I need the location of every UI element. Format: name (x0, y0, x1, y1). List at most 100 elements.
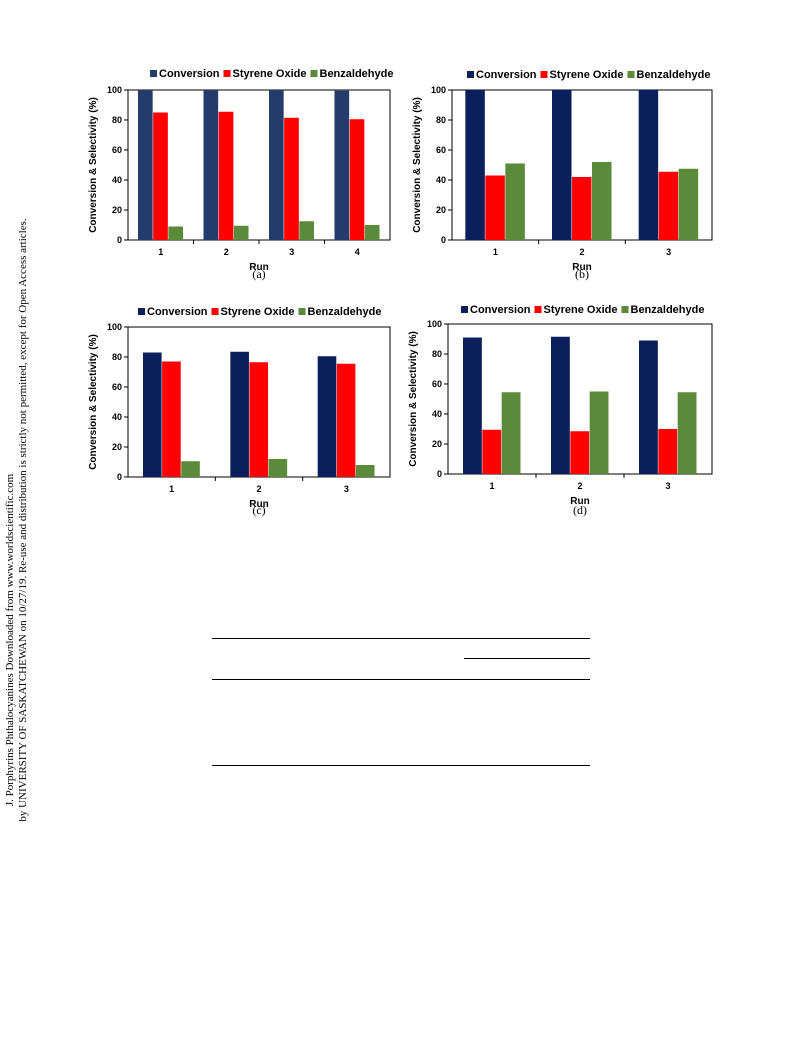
bar-benzaldehyde-run-3 (299, 221, 314, 240)
x-tick-label: 1 (169, 484, 174, 494)
bar-styrene-oxide-run-2 (570, 431, 590, 474)
y-tick-label: 40 (112, 175, 122, 185)
bar-conversion-run-2 (552, 90, 572, 240)
legend-swatch-conversion (467, 71, 474, 78)
y-tick-label: 20 (432, 439, 442, 449)
x-tick-label: 3 (666, 247, 671, 257)
y-tick-label: 80 (112, 115, 122, 125)
bar-styrene-oxide-run-1 (485, 175, 505, 240)
bar-benzaldehyde-run-2 (268, 459, 288, 477)
bar-styrene-oxide-run-3 (284, 117, 299, 240)
y-tick-label: 20 (436, 205, 446, 215)
y-tick-label: 40 (112, 412, 122, 422)
x-tick-label: 2 (256, 484, 261, 494)
bar-conversion-run-2 (230, 351, 249, 477)
bar-conversion-run-3 (638, 90, 659, 240)
bar-benzaldehyde-run-4 (364, 225, 380, 240)
bar-conversion-run-3 (317, 356, 337, 477)
legend-swatch-styrene-oxide (223, 70, 231, 77)
y-tick-label: 0 (437, 469, 442, 479)
bar-benzaldehyde-run-3 (677, 392, 697, 474)
y-tick-label: 100 (431, 85, 446, 95)
y-axis-label: Conversion & Selectivity (%) (88, 334, 99, 470)
legend-label-conversion: Conversion (159, 68, 220, 80)
bar-benzaldehyde-run-3 (678, 168, 699, 240)
y-tick-label: 0 (441, 235, 446, 245)
legend-label-conversion: Conversion (470, 304, 531, 316)
legend-swatch-styrene-oxide (211, 308, 219, 315)
legend-swatch-benzaldehyde (310, 70, 318, 77)
legend-label-benzaldehyde: Benzaldehyde (308, 306, 382, 318)
bar-benzaldehyde-run-1 (181, 461, 200, 477)
y-tick-label: 60 (432, 379, 442, 389)
x-axis-label: Run (249, 499, 268, 510)
bar-styrene-oxide-run-1 (162, 361, 181, 477)
legend-swatch-conversion (461, 306, 468, 313)
y-tick-label: 100 (427, 319, 442, 329)
bar-benzaldehyde-run-2 (589, 391, 609, 474)
bar-styrene-oxide-run-1 (482, 429, 502, 474)
bar-styrene-oxide-run-2 (218, 111, 234, 240)
x-tick-label: 3 (289, 247, 294, 257)
chart-panel-a: 0 20 40 60 80 100 Conversion & Selectivity (%)… (88, 68, 394, 281)
legend-swatch-benzaldehyde (621, 306, 629, 313)
bar-benzaldehyde-run-2 (592, 162, 612, 240)
legend-swatch-benzaldehyde (627, 71, 635, 78)
x-tick-label: 1 (158, 247, 163, 257)
bar-styrene-oxide-run-4 (349, 119, 365, 240)
bar-benzaldehyde-run-3 (355, 465, 375, 477)
x-tick-label: 3 (665, 481, 670, 491)
y-tick-label: 40 (432, 409, 442, 419)
table-rule-top (212, 638, 590, 639)
y-tick-label: 80 (436, 115, 446, 125)
y-tick-label: 60 (436, 145, 446, 155)
y-tick-label: 100 (107, 85, 122, 95)
y-tick-label: 100 (107, 322, 122, 332)
bar-conversion-run-3 (269, 90, 284, 240)
x-tick-label: 2 (579, 247, 584, 257)
y-tick-label: 0 (117, 235, 122, 245)
y-tick-label: 40 (436, 175, 446, 185)
bar-styrene-oxide-run-3 (658, 429, 678, 474)
bar-benzaldehyde-run-1 (501, 392, 521, 474)
x-tick-label: 1 (493, 247, 498, 257)
legend-label-conversion: Conversion (147, 306, 208, 318)
bar-styrene-oxide-run-2 (249, 362, 269, 477)
download-notice: J. Porphyrins Phthalocyanines Downloaded… (0, 0, 40, 1047)
legend-swatch-benzaldehyde (298, 308, 306, 315)
y-tick-label: 80 (432, 349, 442, 359)
x-axis-label: Run (249, 262, 268, 273)
panel-caption: (c) (252, 503, 265, 517)
y-axis-label: Conversion & Selectivity (%) (408, 331, 419, 467)
panel-caption: (a) (252, 267, 265, 281)
bar-benzaldehyde-run-1 (505, 163, 525, 240)
y-axis-label: Conversion & Selectivity (%) (412, 97, 423, 233)
x-axis-label: Run (570, 496, 589, 507)
y-tick-label: 60 (112, 382, 122, 392)
x-tick-label: 2 (577, 481, 582, 491)
chart-panel-b: 0 20 40 60 80 100 Conversion & Selectivity (%)… (412, 69, 713, 281)
legend-swatch-conversion (150, 70, 157, 77)
legend-label-styrene-oxide: Styrene Oxide (550, 69, 624, 81)
legend-label-benzaldehyde: Benzaldehyde (631, 304, 705, 316)
bar-styrene-oxide-run-3 (336, 363, 356, 477)
legend-label-styrene-oxide: Styrene Oxide (233, 68, 307, 80)
bar-conversion-run-1 (138, 90, 153, 240)
y-tick-label: 60 (112, 145, 122, 155)
y-axis-label: Conversion & Selectivity (%) (88, 97, 99, 233)
download-notice-svg: J. Porphyrins Phthalocyanines Downloaded… (4, 218, 29, 822)
legend-label-benzaldehyde: Benzaldehyde (320, 68, 394, 80)
bar-conversion-run-3 (639, 340, 658, 474)
bar-benzaldehyde-run-1 (168, 226, 183, 240)
y-tick-label: 20 (112, 442, 122, 452)
panel-caption: (d) (573, 503, 587, 517)
legend-swatch-styrene-oxide (534, 306, 542, 313)
bar-conversion-run-2 (203, 90, 219, 240)
legend-label-styrene-oxide: Styrene Oxide (544, 304, 618, 316)
bar-styrene-oxide-run-3 (658, 171, 679, 240)
x-tick-label: 1 (489, 481, 494, 491)
bar-styrene-oxide-run-1 (153, 112, 168, 240)
legend-label-styrene-oxide: Styrene Oxide (221, 306, 295, 318)
x-axis-label: Run (572, 262, 591, 273)
table-rule-sub (464, 658, 590, 659)
